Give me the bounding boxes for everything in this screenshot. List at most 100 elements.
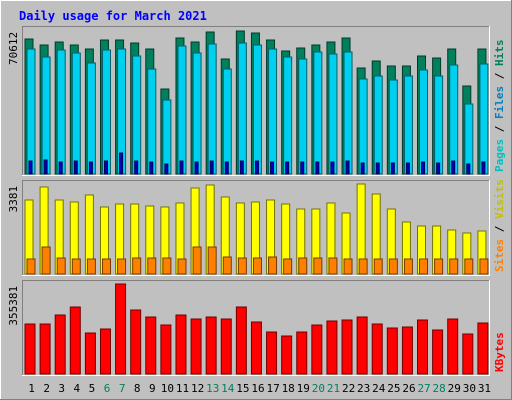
x-tick-day-13: 13 [206,382,219,395]
bar-pages-day-27 [421,161,426,175]
bar-kbytes-day-16 [250,321,262,375]
x-tick-day-10: 10 [161,382,174,395]
x-tick-day-29: 29 [448,382,461,395]
x-tick-day-24: 24 [372,382,386,395]
bar-sites-day-30 [464,258,474,275]
bar-kbytes-day-11 [175,314,187,375]
panel-middle: 3381 Sites / Visits [7,179,506,276]
bar-sites-day-11 [177,258,187,275]
bar-pages-day-15 [239,160,244,175]
x-tick-day-19: 19 [297,382,310,395]
bar-files-day-20 [313,51,323,175]
bar-files-day-31 [479,63,489,175]
bar-kbytes-day-26 [401,326,413,375]
bar-sites-day-13 [207,246,217,275]
bar-pages-day-8 [134,160,139,175]
bar-pages-day-3 [58,161,63,175]
bar-files-day-27 [419,69,429,175]
x-tick-day-5: 5 [89,382,96,395]
bar-kbytes-day-3 [54,314,66,375]
bar-sites-day-17 [268,256,278,275]
bar-pages-day-28 [436,162,441,175]
x-tick-day-18: 18 [282,382,295,395]
bar-sites-day-16 [252,257,262,275]
bar-kbytes-day-4 [69,306,81,375]
bar-kbytes-day-29 [447,318,459,375]
bar-kbytes-day-18 [281,335,293,375]
bar-kbytes-day-9 [145,316,157,375]
bar-files-day-15 [237,42,247,175]
x-tick-day-2: 2 [43,382,50,395]
bar-files-day-3 [56,49,66,175]
bar-pages-day-23 [360,162,365,175]
bar-files-day-14 [222,68,232,175]
chart-title: Daily usage for March 2021 [19,9,207,23]
legend-files: Files [493,86,506,119]
legend-visits: Visits [493,179,506,219]
bar-sites-day-21 [328,257,338,275]
x-tick-day-26: 26 [402,382,415,395]
bar-kbytes-day-14 [220,318,232,375]
bar-kbytes-day-23 [356,316,368,375]
x-tick-day-28: 28 [433,382,446,395]
bar-pages-day-2 [43,159,48,175]
x-tick-day-31: 31 [478,382,491,395]
bar-kbytes-day-31 [477,322,489,375]
bar-sites-day-31 [479,258,489,275]
bar-files-day-22 [343,51,353,175]
bar-sites-day-9 [147,257,157,275]
bar-kbytes-day-30 [462,333,474,375]
bar-files-day-29 [449,64,459,175]
bar-files-day-9 [147,68,157,175]
panel-bottom-legend: KBytes [493,332,506,372]
bar-sites-day-18 [283,258,293,275]
bar-sites-day-25 [388,258,398,275]
bar-files-day-17 [268,48,278,175]
bar-sites-day-12 [192,246,202,275]
bar-files-day-5 [86,62,96,175]
bar-pages-day-31 [481,161,486,175]
bar-pages-day-18 [285,161,290,175]
bar-kbytes-day-22 [341,319,353,375]
bar-pages-day-7 [119,152,124,175]
legend-pages: Pages [493,139,506,172]
bar-pages-day-13 [209,160,214,175]
legend-separator: / [493,219,506,239]
bar-kbytes-day-21 [326,320,338,375]
bar-pages-day-24 [375,162,380,175]
bar-files-day-1 [26,48,36,175]
x-tick-day-22: 22 [342,382,355,395]
bar-files-day-13 [207,43,217,175]
panel-bottom-max-label: 355381 [7,286,20,326]
legend-kbytes: KBytes [493,332,506,372]
bar-kbytes-day-25 [386,327,398,375]
bar-kbytes-day-13 [205,316,217,375]
bar-sites-day-15 [237,257,247,275]
bar-files-day-21 [328,53,338,175]
bar-sites-day-4 [71,258,81,275]
bar-sites-day-3 [56,257,66,275]
bar-kbytes-day-28 [432,329,444,375]
x-tick-day-3: 3 [58,382,65,395]
bar-sites-day-27 [419,258,429,275]
panel-middle-max-label: 3381 [7,186,20,213]
bar-pages-day-14 [224,161,229,175]
bar-pages-day-20 [315,161,320,175]
bar-sites-day-6 [101,258,111,275]
legend-sites: Sites [493,239,506,272]
bar-pages-day-26 [405,162,410,175]
x-tick-day-25: 25 [387,382,400,395]
bar-sites-day-22 [343,258,353,275]
bar-kbytes-day-1 [24,323,36,375]
x-tick-day-27: 27 [417,382,430,395]
bar-pages-day-5 [88,161,93,175]
bar-kbytes-day-2 [39,323,51,375]
bar-kbytes-day-15 [235,306,247,375]
bar-files-day-10 [162,99,172,175]
bar-kbytes-day-19 [296,331,308,375]
x-tick-day-9: 9 [149,382,156,395]
bar-sites-day-24 [373,258,383,275]
bar-pages-day-10 [164,163,169,175]
